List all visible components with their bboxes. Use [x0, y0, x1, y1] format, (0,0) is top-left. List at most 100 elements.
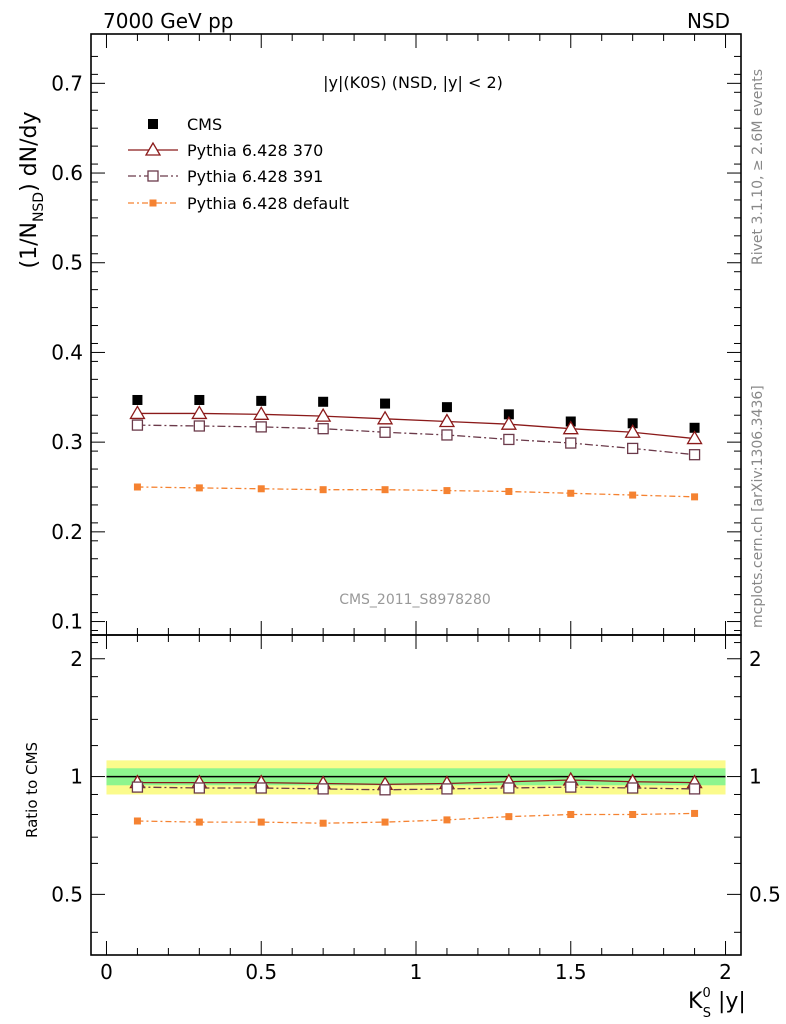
side-label-mcplots: mcplots.cern.ch [arXiv:1306.3436]	[750, 385, 766, 628]
legend-label: CMS	[187, 115, 222, 134]
main-panel: 0.1 0.2 0.3 0.4 0.5 0.6 0.7 |y|(K0S) (NSD, |y|…	[17, 33, 742, 636]
y-tick-label: 0.1	[51, 610, 83, 634]
legend-label: Pythia 6.428 default	[187, 194, 349, 213]
header-left: 7000 GeV pp	[103, 9, 234, 33]
data-point	[500, 415, 517, 430]
data-point	[376, 410, 394, 425]
x-tick-label: 1.5	[555, 960, 587, 984]
x-axis: 0 0.5 1 1.5 2	[100, 635, 732, 984]
y-tick-label: 0.6	[51, 161, 83, 185]
ratio-point	[565, 781, 577, 793]
ratio-point	[379, 784, 391, 796]
data-point	[131, 419, 144, 431]
ratio-tick-label-right: 0.5	[749, 882, 781, 906]
ratio-tick-label: 2	[70, 647, 83, 671]
ratio-series-2	[131, 781, 701, 796]
data-point	[255, 421, 267, 433]
plot-title: |y|(K0S) (NSD, |y| < 2)	[323, 73, 503, 92]
data-point	[627, 442, 639, 455]
data-point	[438, 413, 456, 428]
ratio-point	[629, 810, 637, 818]
ratio-point	[505, 813, 513, 821]
ratio-point	[195, 818, 203, 826]
x-tick-label: 2	[719, 960, 732, 984]
data-point	[443, 487, 451, 495]
header-right: NSD	[687, 9, 730, 33]
data-point	[132, 394, 143, 405]
data-point	[441, 429, 453, 441]
legend-item: Pythia 6.428 default	[128, 194, 349, 213]
legend-marker	[149, 199, 157, 207]
data-point	[253, 406, 270, 420]
legend-marker	[147, 170, 159, 182]
data-point	[503, 433, 515, 446]
ratio-series-line	[137, 786, 695, 791]
legend-marker	[144, 141, 162, 156]
data-point	[624, 423, 641, 438]
data-point	[565, 437, 577, 449]
ratio-tick-label-right: 1	[749, 765, 762, 789]
ratio-series-3	[133, 809, 699, 827]
legend-item: Pythia 6.428 370	[128, 141, 323, 160]
data-point	[257, 485, 265, 493]
ratio-point	[133, 817, 141, 825]
data-point	[688, 449, 701, 461]
data-point	[441, 402, 452, 413]
data-point	[191, 405, 208, 420]
ratio-y-axis-label: Ratio to CMS	[23, 742, 41, 838]
data-point	[193, 420, 205, 432]
ratio-point	[627, 782, 639, 794]
x-axis-label: K0 S |y|	[688, 986, 746, 1021]
main-x-ticks	[105, 34, 727, 635]
data-point	[629, 491, 637, 499]
legend-item: CMS	[148, 115, 222, 134]
data-point	[686, 430, 703, 445]
data-point	[381, 486, 389, 494]
data-point	[319, 486, 327, 494]
data-point	[256, 395, 267, 406]
ratio-point	[567, 810, 575, 818]
ratio-point	[691, 809, 699, 817]
ratio-series-line	[137, 812, 695, 824]
ratio-point	[257, 818, 265, 826]
series-line	[137, 424, 695, 456]
data-point	[129, 405, 146, 420]
y-tick-label: 0.4	[51, 340, 83, 364]
x-tick-label: 1	[410, 960, 423, 984]
ratio-series-line	[137, 779, 695, 786]
data-point	[315, 407, 332, 422]
ratio-point	[317, 783, 329, 795]
series-1	[129, 405, 703, 445]
ratio-tick-label: 1	[70, 765, 83, 789]
y-tick-label: 0.3	[51, 430, 83, 454]
ratio-series	[129, 771, 703, 827]
y-tick-label: 0.2	[51, 520, 83, 544]
y-tick-label: 0.7	[51, 71, 83, 95]
data-point	[380, 398, 391, 409]
legend-label: Pythia 6.428 370	[187, 141, 323, 160]
data-point	[317, 423, 329, 435]
ratio-point	[503, 782, 515, 794]
main-series	[129, 394, 703, 501]
y-axis-label: (1/NNSD) dN/dy	[17, 112, 47, 269]
ratio-panel: 0.5 0.5 1 1 2 2 0 0.5 1 1.5 2 Ratio to CMS	[23, 634, 781, 984]
ratio-point	[131, 781, 144, 793]
data-point	[562, 420, 579, 435]
data-point	[318, 396, 329, 407]
data-point	[689, 422, 700, 433]
ratio-point	[193, 782, 205, 794]
series-2	[131, 419, 701, 461]
ratio-point	[381, 818, 389, 826]
ratio-point	[319, 819, 327, 827]
ratio-frame	[90, 634, 742, 956]
x-tick-label: 0.5	[245, 960, 277, 984]
ratio-tick-label: 0.5	[51, 882, 83, 906]
ratio-tick-label-right: 2	[749, 647, 762, 671]
data-point	[379, 426, 391, 438]
main-y-axis: 0.1 0.2 0.3 0.4 0.5 0.6 0.7	[51, 55, 741, 634]
ratio-y-axis: 0.5 0.5 1 1 2 2	[51, 642, 781, 933]
data-point	[194, 394, 205, 405]
legend: CMS Pythia 6.428 370 Pythia 6.428 391 Pythi…	[128, 115, 349, 213]
data-point	[627, 418, 638, 429]
